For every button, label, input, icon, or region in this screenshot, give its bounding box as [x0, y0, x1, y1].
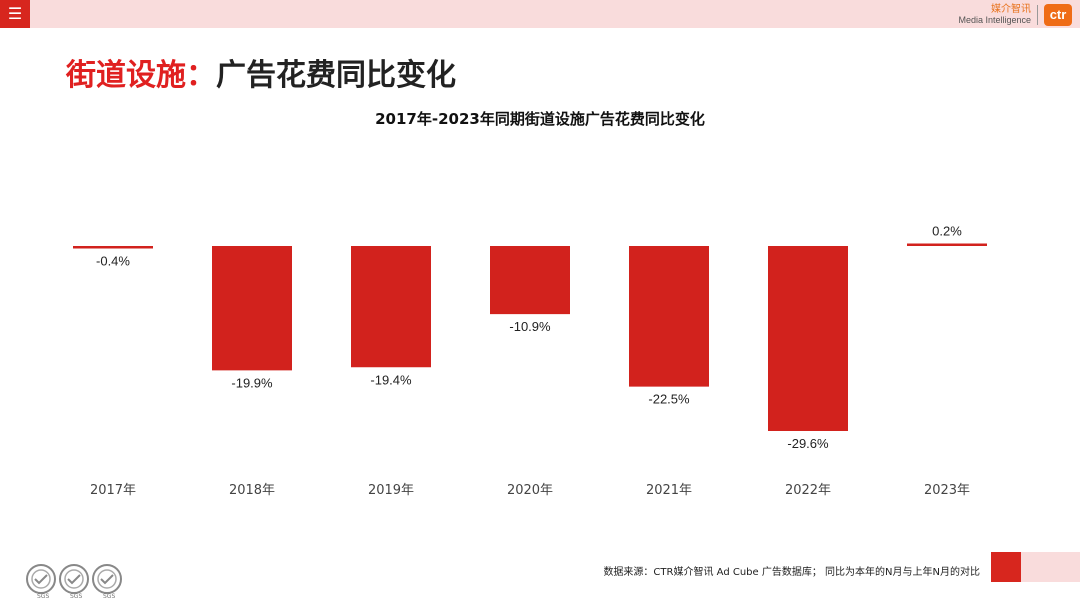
- menu-icon[interactable]: ☰: [0, 0, 30, 28]
- data-label: -22.5%: [648, 392, 690, 407]
- svg-text:SGS: SGS: [70, 593, 82, 600]
- chart-title: 2017年-2023年同期街道设施广告花费同比变化: [375, 110, 705, 128]
- category-label: 2022年: [785, 483, 831, 498]
- category-label: 2018年: [229, 483, 275, 498]
- category-label: 2021年: [646, 483, 692, 498]
- data-label: 0.2%: [932, 224, 962, 239]
- data-label: -10.9%: [509, 319, 551, 334]
- category-label: 2019年: [368, 483, 414, 498]
- data-source-note: 数据来源：CTR媒介智讯 Ad Cube 广告数据库； 同比为本年的N月与上年N…: [603, 567, 980, 578]
- sgs-seal-icon: SGS: [59, 564, 89, 600]
- data-label: -0.4%: [96, 254, 130, 269]
- data-label: -19.9%: [231, 375, 273, 390]
- page-title-highlight: 街道设施：: [66, 58, 216, 93]
- bar-chart: -0.4% 2017年 -19.9% 2018年 -19.4% 2019年 -10.9% 20…: [73, 224, 987, 498]
- bar: [629, 246, 709, 387]
- certification-seals: SGS SGS SGS: [24, 562, 124, 600]
- bar: [212, 246, 292, 371]
- bar: [490, 246, 570, 315]
- brand-name-en: Media Intelligence: [958, 15, 1031, 25]
- bar: [73, 246, 153, 249]
- bar: [907, 243, 987, 246]
- sgs-seal-icon: SGS: [92, 564, 122, 600]
- data-label: -19.4%: [370, 372, 412, 387]
- svg-text:SGS: SGS: [103, 593, 115, 600]
- bar: [351, 246, 431, 368]
- brand-name-cn: 媒介智讯: [991, 4, 1031, 15]
- bar: [768, 246, 848, 431]
- sgs-seal-icon: SGS: [26, 564, 56, 600]
- page-title-rest: 广告花费同比变化: [216, 58, 456, 93]
- footer-band: [1021, 552, 1080, 582]
- top-bar: ☰ 媒介智讯 Media Intelligence ctr: [0, 0, 1080, 28]
- ctr-logo: ctr: [1044, 4, 1072, 26]
- page-title: 街道设施：广告花费同比变化: [66, 50, 456, 94]
- svg-text:SGS: SGS: [37, 593, 49, 600]
- brand-logo-group: 媒介智讯 Media Intelligence ctr: [958, 3, 1072, 27]
- category-label: 2017年: [90, 483, 136, 498]
- brand-divider: [1037, 5, 1038, 25]
- category-label: 2020年: [507, 483, 553, 498]
- data-label: -29.6%: [787, 436, 829, 451]
- category-label: 2023年: [924, 483, 970, 498]
- footer-accent-block: [991, 552, 1021, 582]
